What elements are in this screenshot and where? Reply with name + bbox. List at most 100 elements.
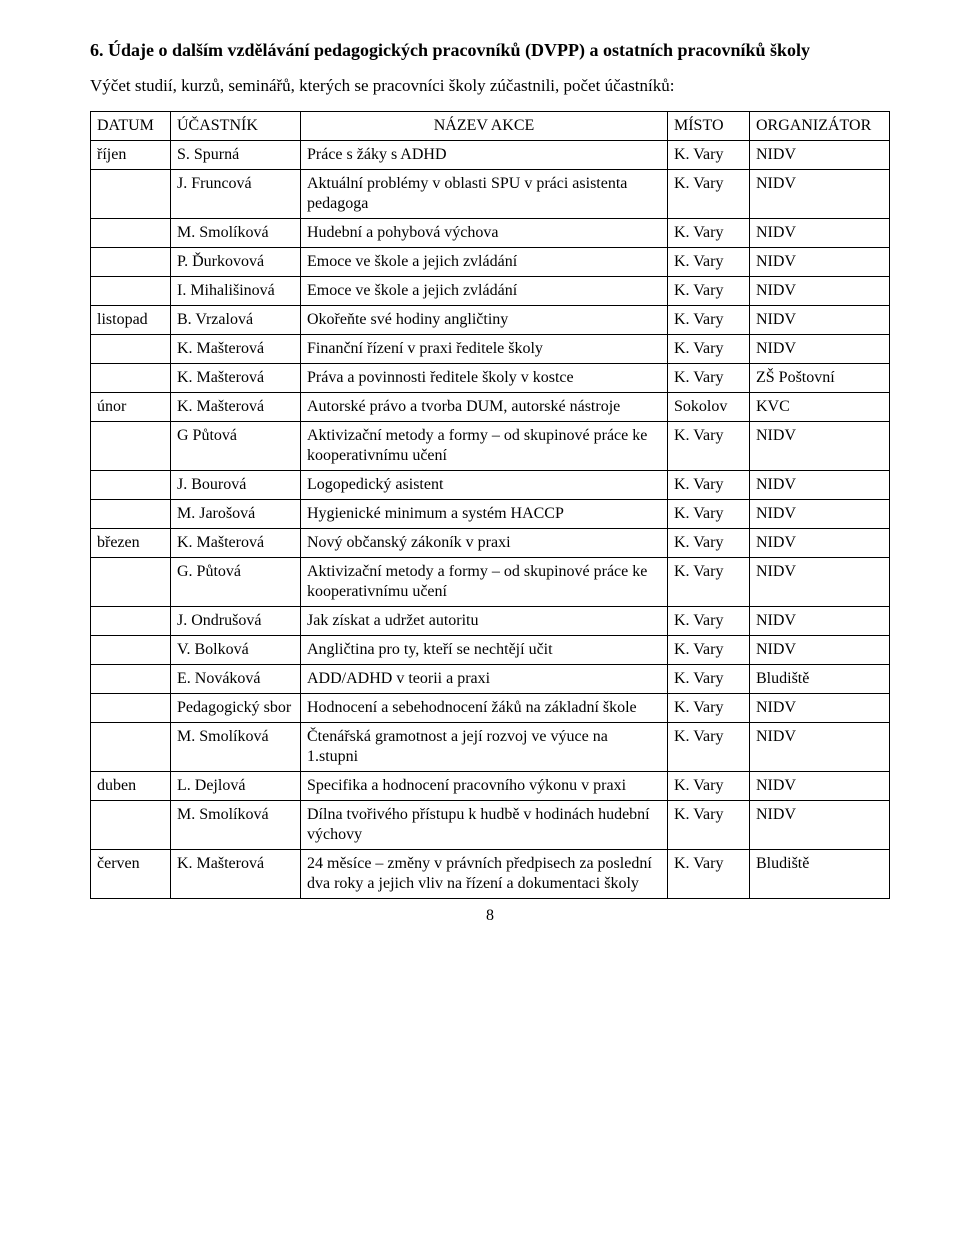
cell-org: ZŠ Poštovní [750, 364, 890, 393]
cell-akce: Autorské právo a tvorba DUM, autorské ná… [301, 393, 668, 422]
table-row: M. JarošováHygienické minimum a systém H… [91, 500, 890, 529]
cell-misto: K. Vary [668, 335, 750, 364]
table-row: únorK. MašterováAutorské právo a tvorba … [91, 393, 890, 422]
cell-akce: Práce s žáky s ADHD [301, 141, 668, 170]
cell-org: NIDV [750, 335, 890, 364]
cell-misto: K. Vary [668, 500, 750, 529]
cell-org: NIDV [750, 723, 890, 772]
table-row: K. MašterováPráva a povinnosti ředitele … [91, 364, 890, 393]
cell-datum: březen [91, 529, 171, 558]
cell-datum [91, 422, 171, 471]
cell-datum [91, 335, 171, 364]
cell-akce: Aktuální problémy v oblasti SPU v práci … [301, 170, 668, 219]
table-header-row: DATUM ÚČASTNÍK NÁZEV AKCE MÍSTO ORGANIZÁ… [91, 112, 890, 141]
header-misto: MÍSTO [668, 112, 750, 141]
table-row: březenK. MašterováNový občanský zákoník … [91, 529, 890, 558]
cell-misto: K. Vary [668, 141, 750, 170]
cell-misto: K. Vary [668, 248, 750, 277]
cell-misto: K. Vary [668, 170, 750, 219]
cell-misto: K. Vary [668, 529, 750, 558]
cell-misto: K. Vary [668, 277, 750, 306]
table-row: M. SmolíkováHudební a pohybová výchovaK.… [91, 219, 890, 248]
cell-akce: Nový občanský zákoník v praxi [301, 529, 668, 558]
cell-akce: Specifika a hodnocení pracovního výkonu … [301, 772, 668, 801]
table-row: G. PůtováAktivizační metody a formy – od… [91, 558, 890, 607]
cell-akce: Logopedický asistent [301, 471, 668, 500]
cell-datum: duben [91, 772, 171, 801]
cell-akce: Emoce ve škole a jejich zvládání [301, 248, 668, 277]
table-row: J. OndrušováJak získat a udržet autoritu… [91, 607, 890, 636]
cell-misto: K. Vary [668, 723, 750, 772]
cell-org: NIDV [750, 471, 890, 500]
cell-akce: Angličtina pro ty, kteří se nechtějí uči… [301, 636, 668, 665]
cell-ucastnik: E. Nováková [171, 665, 301, 694]
cell-misto: K. Vary [668, 219, 750, 248]
cell-ucastnik: J. Fruncová [171, 170, 301, 219]
cell-akce: Aktivizační metody a formy – od skupinov… [301, 558, 668, 607]
cell-misto: K. Vary [668, 694, 750, 723]
cell-org: NIDV [750, 772, 890, 801]
intro-paragraph: Výčet studií, kurzů, seminářů, kterých s… [90, 75, 890, 97]
cell-datum [91, 170, 171, 219]
cell-org: NIDV [750, 636, 890, 665]
cell-akce: Dílna tvořivého přístupu k hudbě v hodin… [301, 801, 668, 850]
cell-org: NIDV [750, 694, 890, 723]
cell-datum [91, 364, 171, 393]
cell-misto: K. Vary [668, 607, 750, 636]
cell-datum [91, 471, 171, 500]
table-row: listopadB. VrzalováOkořeňte své hodiny a… [91, 306, 890, 335]
cell-datum [91, 636, 171, 665]
cell-datum: únor [91, 393, 171, 422]
section-heading: 6. Údaje o dalším vzdělávání pedagogický… [90, 40, 890, 61]
cell-org: NIDV [750, 607, 890, 636]
header-datum: DATUM [91, 112, 171, 141]
cell-ucastnik: G. Půtová [171, 558, 301, 607]
cell-ucastnik: K. Mašterová [171, 335, 301, 364]
cell-datum [91, 277, 171, 306]
cell-ucastnik: K. Mašterová [171, 364, 301, 393]
cell-datum [91, 558, 171, 607]
table-row: I. MihališinováEmoce ve škole a jejich z… [91, 277, 890, 306]
cell-misto: K. Vary [668, 772, 750, 801]
table-row: M. SmolíkováČtenářská gramotnost a její … [91, 723, 890, 772]
cell-datum [91, 219, 171, 248]
cell-datum [91, 665, 171, 694]
cell-org: NIDV [750, 141, 890, 170]
cell-org: NIDV [750, 558, 890, 607]
cell-org: Bludiště [750, 850, 890, 899]
cell-ucastnik: L. Dejlová [171, 772, 301, 801]
cell-akce: Emoce ve škole a jejich zvládání [301, 277, 668, 306]
header-org: ORGANIZÁTOR [750, 112, 890, 141]
cell-ucastnik: B. Vrzalová [171, 306, 301, 335]
cell-akce: Hygienické minimum a systém HACCP [301, 500, 668, 529]
cell-misto: K. Vary [668, 558, 750, 607]
cell-akce: Hodnocení a sebehodnocení žáků na základ… [301, 694, 668, 723]
cell-ucastnik: J. Ondrušová [171, 607, 301, 636]
cell-org: NIDV [750, 170, 890, 219]
cell-datum [91, 801, 171, 850]
table-row: M. SmolíkováDílna tvořivého přístupu k h… [91, 801, 890, 850]
training-table: DATUM ÚČASTNÍK NÁZEV AKCE MÍSTO ORGANIZÁ… [90, 111, 890, 899]
cell-datum [91, 723, 171, 772]
cell-akce: Práva a povinnosti ředitele školy v kost… [301, 364, 668, 393]
cell-datum [91, 500, 171, 529]
cell-datum [91, 694, 171, 723]
cell-org: NIDV [750, 306, 890, 335]
cell-org: NIDV [750, 248, 890, 277]
cell-akce: Okořeňte své hodiny angličtiny [301, 306, 668, 335]
table-row: V. BolkováAngličtina pro ty, kteří se ne… [91, 636, 890, 665]
cell-ucastnik: V. Bolková [171, 636, 301, 665]
cell-ucastnik: M. Smolíková [171, 219, 301, 248]
cell-org: NIDV [750, 219, 890, 248]
cell-misto: K. Vary [668, 665, 750, 694]
cell-ucastnik: P. Ďurkovová [171, 248, 301, 277]
cell-ucastnik: Pedagogický sbor [171, 694, 301, 723]
cell-akce: Aktivizační metody a formy – od skupinov… [301, 422, 668, 471]
cell-org: NIDV [750, 500, 890, 529]
cell-akce: Jak získat a udržet autoritu [301, 607, 668, 636]
table-row: dubenL. DejlováSpecifika a hodnocení pra… [91, 772, 890, 801]
cell-akce: 24 měsíce – změny v právních předpisech … [301, 850, 668, 899]
header-akce: NÁZEV AKCE [301, 112, 668, 141]
cell-datum [91, 607, 171, 636]
table-row: Pedagogický sborHodnocení a sebehodnocen… [91, 694, 890, 723]
